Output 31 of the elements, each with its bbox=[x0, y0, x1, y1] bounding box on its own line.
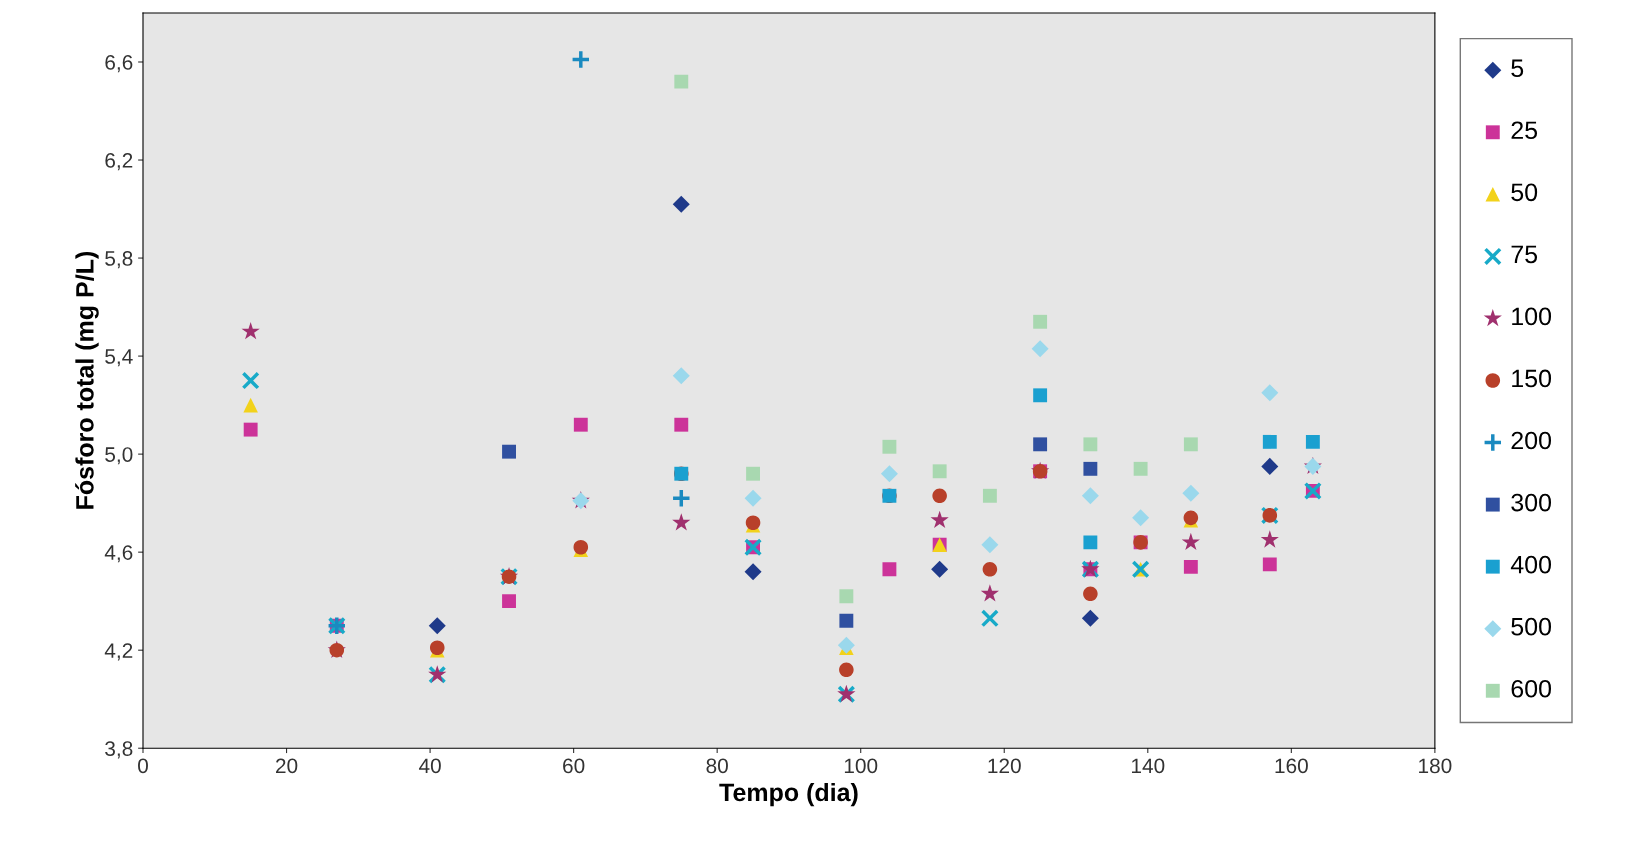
x-tick-label: 140 bbox=[1132, 758, 1165, 774]
legend-label: 75 bbox=[1511, 245, 1538, 264]
y-tick-label: 4,6 bbox=[104, 545, 133, 563]
legend-label: 5 bbox=[1511, 59, 1524, 78]
legend-label: 100 bbox=[1512, 307, 1552, 326]
legend-label: 150 bbox=[1512, 369, 1552, 388]
y-tick-label: 5,0 bbox=[105, 447, 133, 465]
y-tick-label: 6,2 bbox=[105, 153, 133, 171]
y-tick-label: 3,8 bbox=[105, 741, 133, 759]
legend-label: 50 bbox=[1511, 183, 1538, 202]
x-tick-label: 40 bbox=[418, 758, 441, 774]
x-tick-label: 120 bbox=[988, 758, 1021, 774]
x-tick-label: 80 bbox=[706, 758, 728, 774]
legend-label: 25 bbox=[1511, 121, 1538, 140]
legend-label: 500 bbox=[1511, 617, 1552, 636]
x-tick-label: 0 bbox=[138, 758, 148, 774]
y-tick-label: 6,6 bbox=[105, 54, 133, 73]
legend-label: 600 bbox=[1511, 679, 1552, 698]
x-tick-label: 180 bbox=[1419, 758, 1452, 774]
x-tick-label: 160 bbox=[1275, 758, 1308, 774]
y-tick-label: 5,8 bbox=[105, 251, 133, 269]
x-tick-label: 100 bbox=[844, 758, 878, 774]
y-tick-label: 5,4 bbox=[105, 349, 133, 367]
x-axis-title: Tempo (dia) bbox=[719, 782, 858, 807]
y-axis-title: Fósforo total (mg P/L) bbox=[75, 251, 99, 509]
x-tick-label: 20 bbox=[276, 758, 298, 774]
legend-label: 400 bbox=[1510, 555, 1552, 574]
y-tick-label: 4,2 bbox=[104, 643, 133, 661]
x-tick-label: 60 bbox=[563, 758, 585, 774]
legend-label: 200 bbox=[1511, 431, 1552, 450]
legend-label: 300 bbox=[1511, 493, 1552, 512]
